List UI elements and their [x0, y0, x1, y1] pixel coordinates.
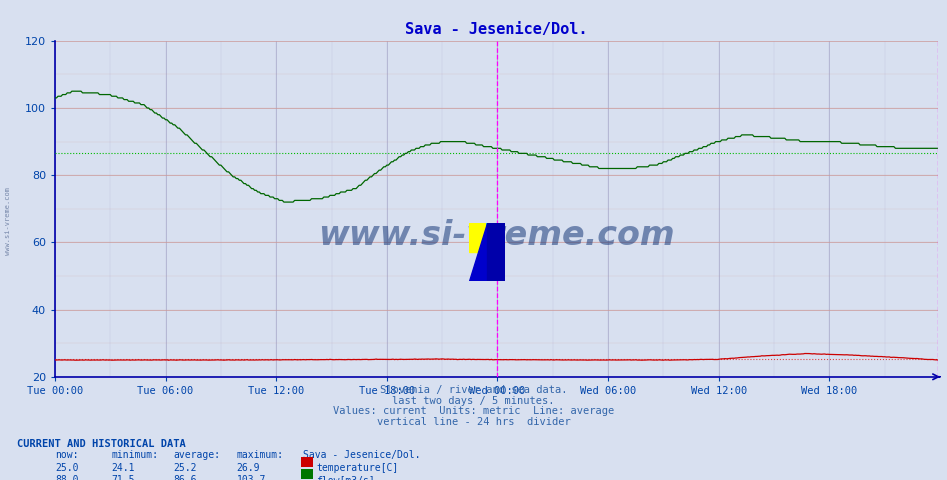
Text: now:: now:	[55, 450, 79, 460]
Text: flow[m3/s]: flow[m3/s]	[316, 475, 375, 480]
Text: www.si-vreme.com: www.si-vreme.com	[318, 219, 675, 252]
Text: 86.6: 86.6	[173, 475, 197, 480]
Polygon shape	[469, 223, 487, 252]
Text: 25.2: 25.2	[173, 463, 197, 473]
Text: Sava - Jesenice/Dol.: Sava - Jesenice/Dol.	[303, 450, 420, 460]
Polygon shape	[487, 223, 505, 281]
Text: Values: current  Units: metric  Line: average: Values: current Units: metric Line: aver…	[333, 406, 614, 416]
Text: 103.7: 103.7	[237, 475, 266, 480]
Text: maximum:: maximum:	[237, 450, 284, 460]
Text: 26.9: 26.9	[237, 463, 260, 473]
Text: last two days / 5 minutes.: last two days / 5 minutes.	[392, 396, 555, 406]
Text: www.si-vreme.com: www.si-vreme.com	[5, 187, 10, 255]
Text: vertical line - 24 hrs  divider: vertical line - 24 hrs divider	[377, 417, 570, 427]
Text: 88.0: 88.0	[55, 475, 79, 480]
Text: 71.5: 71.5	[112, 475, 135, 480]
Text: average:: average:	[173, 450, 221, 460]
Text: 24.1: 24.1	[112, 463, 135, 473]
Text: CURRENT AND HISTORICAL DATA: CURRENT AND HISTORICAL DATA	[17, 439, 186, 449]
Text: 25.0: 25.0	[55, 463, 79, 473]
Polygon shape	[469, 223, 487, 281]
Text: Slovenia / river and sea data.: Slovenia / river and sea data.	[380, 385, 567, 395]
Polygon shape	[487, 223, 505, 281]
Text: temperature[C]: temperature[C]	[316, 463, 399, 473]
Text: minimum:: minimum:	[112, 450, 159, 460]
Title: Sava - Jesenice/Dol.: Sava - Jesenice/Dol.	[405, 22, 588, 37]
